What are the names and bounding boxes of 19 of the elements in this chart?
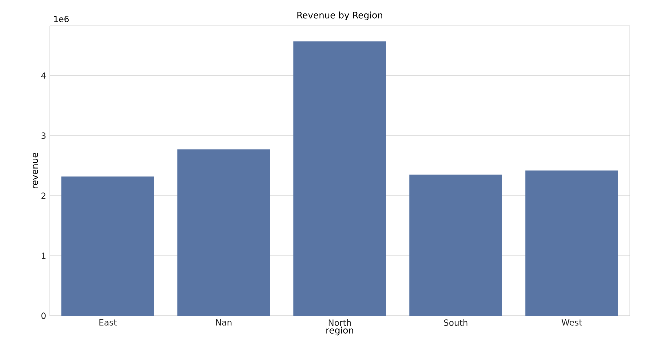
x-tick-label: Nan (216, 320, 232, 326)
x-tick-label: West (562, 320, 582, 326)
text: 1e6 (54, 16, 69, 22)
bar (294, 42, 386, 316)
y-tick-label: 1 (42, 252, 46, 260)
x-tick-label: South (444, 320, 468, 326)
bar (62, 176, 154, 316)
y-tick-label: 3 (42, 132, 46, 140)
y-tick-label: 4 (42, 72, 46, 79)
x-tick-label: East (100, 320, 117, 326)
x-tick-label: North (328, 320, 352, 326)
bar (526, 170, 618, 316)
chart-title: Revenue by Region (298, 12, 382, 20)
y-tick-label: 2 (42, 192, 46, 200)
y-axis-title: revenue (33, 153, 38, 189)
bar (410, 174, 502, 316)
bar (178, 150, 270, 316)
x-axis-title: region (326, 326, 354, 336)
y-tick-label: 0 (42, 312, 46, 320)
